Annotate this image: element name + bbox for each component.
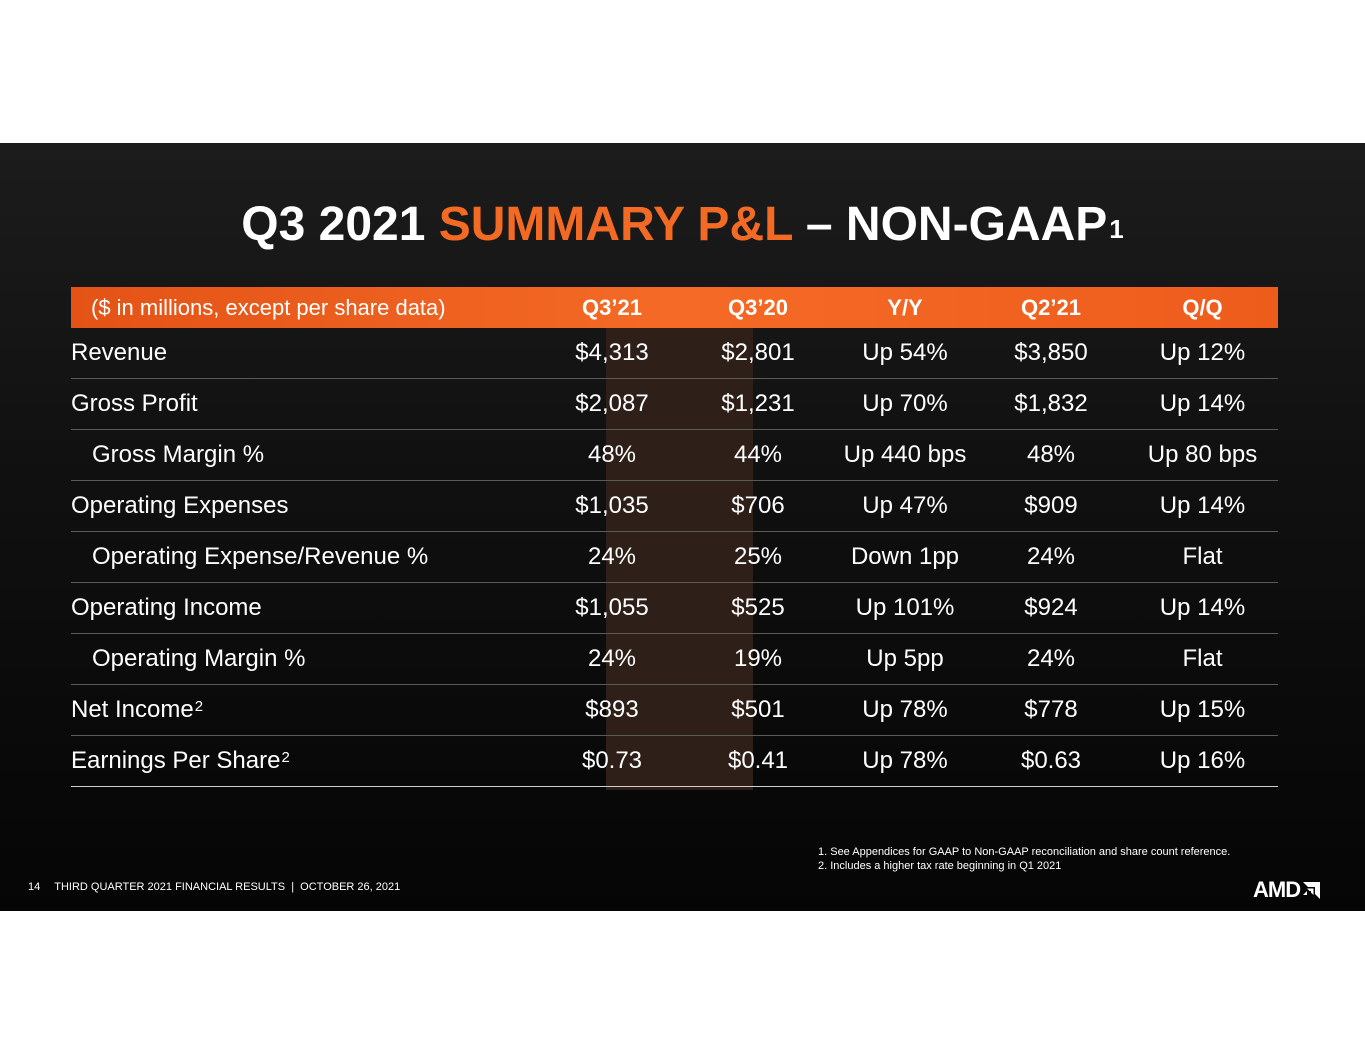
row-label: Operating Expenses (71, 492, 289, 519)
slide-title: Q3 2021 SUMMARY P&L – NON-GAAP1 (0, 195, 1365, 255)
header-col-q3-21: Q3’21 (582, 294, 642, 320)
cell-q2-21: $909 (1024, 492, 1078, 519)
row-label: Revenue (71, 339, 168, 366)
cell-q3-21: 24% (587, 645, 637, 672)
slide-footer: 14 THIRD QUARTER 2021 FINANCIAL RESULTS |… (28, 881, 400, 893)
amd-logo: AMD (1253, 877, 1321, 903)
cell-qq: Up 14% (1159, 594, 1246, 621)
cell-q3-20: 19% (733, 645, 783, 672)
table-row-net-income: Net Income 2 $893 $501 Up 78% $778 Up 15% (71, 685, 1278, 736)
table-row-operating-expenses: Operating Expenses $1,035 $706 Up 47% $9… (71, 481, 1278, 532)
row-label: Gross Profit (71, 390, 198, 417)
cell-q3-20: $706 (731, 492, 785, 519)
table-row-operating-margin: Operating Margin % 24% 19% Up 5pp 24% Fl… (71, 634, 1278, 685)
row-label: Gross Margin % (92, 441, 265, 468)
cell-qq: Flat (1182, 543, 1223, 570)
cell-qq: Up 14% (1159, 390, 1246, 417)
row-label: Operating Income (71, 594, 262, 621)
table-header: ($ in millions, except per share data) Q… (71, 287, 1278, 328)
cell-qq: Up 80 bps (1147, 441, 1258, 468)
cell-qq: Up 15% (1159, 696, 1246, 723)
highlight-column (606, 328, 753, 790)
cell-q3-21: $0.73 (581, 747, 643, 774)
page-number: 14 (28, 881, 41, 893)
cell-q3-20: $1,231 (721, 390, 795, 417)
row-label: Operating Margin % (92, 645, 306, 672)
header-col-yy: Y/Y (887, 294, 923, 320)
cell-q3-21: $2,087 (575, 390, 649, 417)
cell-q3-20: $2,801 (721, 339, 795, 366)
cell-q3-21: $1,035 (575, 492, 649, 519)
cell-yy: Up 440 bps (843, 441, 967, 468)
cell-q2-21: $0.63 (1020, 747, 1082, 774)
table-row-gross-margin: Gross Margin % 48% 44% Up 440 bps 48% Up… (71, 430, 1278, 481)
table-row-revenue: Revenue $4,313 $2,801 Up 54% $3,850 Up 1… (71, 328, 1278, 379)
cell-yy: Up 5pp (866, 645, 944, 672)
cell-qq: Up 12% (1159, 339, 1246, 366)
cell-q3-21: $1,055 (575, 594, 649, 621)
header-col-q3-20: Q3’20 (728, 294, 788, 320)
cell-yy: Down 1pp (850, 543, 960, 570)
cell-q3-21: $893 (585, 696, 639, 723)
title-part2: – NON-GAAP (792, 198, 1108, 251)
cell-q2-21: $924 (1024, 594, 1078, 621)
cell-yy: Up 78% (862, 747, 948, 774)
footer-text: THIRD QUARTER 2021 FINANCIAL RESULTS | O… (54, 881, 401, 893)
amd-arrow-icon (1303, 881, 1321, 899)
cell-yy: Up 101% (855, 594, 955, 621)
cell-q3-21: 48% (587, 441, 637, 468)
cell-yy: Up 70% (862, 390, 948, 417)
footnote-1: 1. See Appendices for GAAP to Non-GAAP r… (818, 846, 1231, 858)
cell-q2-21: 24% (1026, 645, 1076, 672)
cell-qq: Up 14% (1159, 492, 1246, 519)
header-label: ($ in millions, except per share data) (91, 294, 446, 320)
cell-yy: Up 47% (862, 492, 948, 519)
pl-table: ($ in millions, except per share data) Q… (71, 287, 1278, 790)
header-col-qq: Q/Q (1182, 294, 1223, 320)
cell-q3-21: 24% (587, 543, 637, 570)
row-label: Earnings Per Share 2 (71, 747, 290, 774)
table-row-eps: Earnings Per Share 2 $0.73 $0.41 Up 78% $… (71, 736, 1278, 787)
cell-q2-21: 24% (1026, 543, 1076, 570)
row-label: Net Income 2 (71, 696, 204, 723)
cell-yy: Up 78% (862, 696, 948, 723)
table-row-operating-income: Operating Income $1,055 $525 Up 101% $92… (71, 583, 1278, 634)
title-part1: Q3 2021 (241, 198, 439, 251)
cell-q3-20: 44% (733, 441, 783, 468)
row-label: Operating Expense/Revenue % (92, 543, 429, 570)
table-row-gross-profit: Gross Profit $2,087 $1,231 Up 70% $1,832… (71, 379, 1278, 430)
cell-q2-21: $3,850 (1014, 339, 1088, 366)
footnote-marker: 2 (281, 748, 290, 766)
footnote-2: 2. Includes a higher tax rate beginning … (818, 860, 1062, 872)
cell-q2-21: $778 (1024, 696, 1078, 723)
cell-q2-21: 48% (1026, 441, 1076, 468)
title-accent: SUMMARY P&L (438, 198, 793, 251)
cell-q2-21: $1,832 (1014, 390, 1088, 417)
footnote-marker: 2 (194, 697, 204, 715)
title-footnote-marker: 1 (1109, 214, 1124, 244)
cell-q3-20: $501 (731, 696, 785, 723)
cell-qq: Flat (1182, 645, 1223, 672)
cell-q3-20: $525 (731, 594, 785, 621)
cell-q3-21: $4,313 (575, 339, 649, 366)
cell-q3-20: $0.41 (727, 747, 789, 774)
cell-qq: Up 16% (1159, 747, 1246, 774)
footnotes: 1. See Appendices for GAAP to Non-GAAP r… (818, 845, 1230, 873)
table-row-opex-revenue: Operating Expense/Revenue % 24% 25% Down… (71, 532, 1278, 583)
cell-yy: Up 54% (862, 339, 948, 366)
header-col-q2-21: Q2’21 (1021, 294, 1081, 320)
cell-q3-20: 25% (733, 543, 783, 570)
logo-text: AMD (1253, 877, 1301, 902)
